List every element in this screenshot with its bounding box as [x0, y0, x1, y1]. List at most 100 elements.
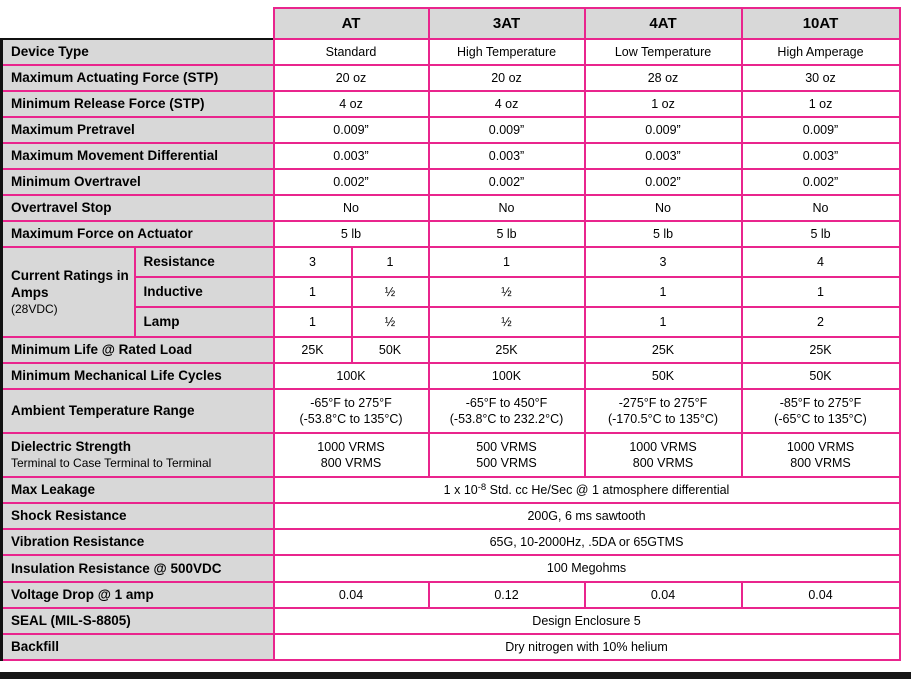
cell-value: 5 lb [427, 220, 586, 248]
cell-value: 0.002” [427, 168, 586, 196]
row-label: Device Type [0, 38, 275, 66]
table-row: Maximum Movement Differential 0.003” 0.0… [0, 142, 901, 170]
leakage-prefix: 1 x 10 [443, 482, 478, 497]
table-row: Device Type Standard High Temperature Lo… [0, 38, 901, 66]
cell-value: 1 oz [583, 90, 743, 118]
table-row: Overtravel Stop No No No No [0, 194, 901, 222]
cell-value: 1000 VRMS 800 VRMS [740, 432, 901, 478]
cell-value: 0.04 [272, 581, 430, 609]
vrms-line: 800 VRMS [320, 456, 382, 470]
cell-value: 1000 VRMS 800 VRMS [272, 432, 430, 478]
cell-value: 30 oz [740, 64, 901, 92]
vrms-line: 1000 VRMS [629, 439, 697, 454]
cell-value: High Temperature [427, 38, 586, 66]
cell-value: 0.002” [272, 168, 430, 196]
cell-value: 1 [583, 306, 743, 338]
table-row: Maximum Force on Actuator 5 lb 5 lb 5 lb… [0, 220, 901, 248]
table-row: Dielectric Strength Terminal to Case Ter… [0, 432, 901, 478]
leakage-exponent: -8 [477, 481, 487, 493]
cell-value: 50K [350, 336, 430, 364]
table-row: Minimum Release Force (STP) 4 oz 4 oz 1 … [0, 90, 901, 118]
cell-value: 25K [740, 336, 901, 364]
cell-value: 25K [272, 336, 353, 364]
cell-value: No [427, 194, 586, 222]
table-row: Maximum Actuating Force (STP) 20 oz 20 o… [0, 64, 901, 92]
cell-value: Standard [272, 38, 430, 66]
temp-c: (-53.8°C to 232.2°C) [449, 412, 564, 426]
cell-value: Dry nitrogen with 10% helium [272, 633, 901, 661]
table-row: Minimum Overtravel 0.002” 0.002” 0.002” … [0, 168, 901, 196]
sub-row-label: Inductive [133, 276, 275, 308]
row-label: Insulation Resistance @ 500VDC [0, 554, 275, 583]
table-row: Max Leakage 1 x 10-8 Std. cc He/Sec @ 1 … [0, 476, 901, 504]
cell-value: 1 [272, 276, 353, 308]
cell-value: 1 [272, 306, 353, 338]
table-row: Current Ratings in Amps (28VDC) Resistan… [0, 246, 901, 338]
table-row: Minimum Life @ Rated Load 25K 50K 25K 25… [0, 336, 901, 364]
sub-row-label: Resistance [133, 246, 275, 278]
cell-value: 4 oz [427, 90, 586, 118]
row-label: SEAL (MIL-S-8805) [0, 607, 275, 635]
temp-f: -65°F to 275°F [310, 395, 392, 410]
cell-value: 25K [427, 336, 586, 364]
cell-value: 5 lb [583, 220, 743, 248]
header-row: AT 3AT 4AT 10AT [1, 7, 901, 40]
cell-value: 0.003” [427, 142, 586, 170]
cell-value: 3 [583, 246, 743, 278]
cell-value: -85°F to 275°F (-65°C to 135°C) [740, 388, 901, 434]
dielectric-sublabel: Terminal to Case Terminal to Terminal [11, 455, 212, 470]
spec-table: AT 3AT 4AT 10AT Device Type Standard Hig… [0, 7, 901, 661]
cell-value: ½ [427, 276, 586, 308]
cell-value: 4 oz [272, 90, 430, 118]
row-label: Vibration Resistance [0, 528, 275, 556]
row-label: Ambient Temperature Range [0, 388, 275, 434]
table-row: Minimum Mechanical Life Cycles 100K 100K… [0, 362, 901, 390]
cell-value: 0.003” [740, 142, 901, 170]
dielectric-title: Dielectric Strength [11, 439, 132, 455]
cell-value: 28 oz [583, 64, 743, 92]
row-label: Minimum Mechanical Life Cycles [0, 362, 275, 390]
cell-value: 0.002” [740, 168, 901, 196]
leakage-suffix: Std. cc He/Sec @ 1 atmosphere differenti… [486, 482, 730, 497]
cell-value: 0.009” [583, 116, 743, 144]
cell-value: 50K [740, 362, 901, 390]
cell-value: 65G, 10-2000Hz, .5DA or 65GTMS [272, 528, 901, 556]
column-header-10at: 10AT [740, 7, 901, 40]
table-row: Backfill Dry nitrogen with 10% helium [0, 633, 901, 661]
cell-value: 5 lb [272, 220, 430, 248]
cell-value: 2 [740, 306, 901, 338]
cell-value: 1 oz [740, 90, 901, 118]
table-row: Lamp 1 ½ ½ 1 2 [2, 306, 901, 338]
temp-f: -65°F to 450°F [465, 395, 548, 410]
row-label: Minimum Release Force (STP) [0, 90, 275, 118]
cell-value: 20 oz [272, 64, 430, 92]
row-label: Shock Resistance [0, 502, 275, 530]
table-row: Vibration Resistance 65G, 10-2000Hz, .5D… [0, 528, 901, 556]
table-row: Maximum Pretravel 0.009” 0.009” 0.009” 0… [0, 116, 901, 144]
table-row: SEAL (MIL-S-8805) Design Enclosure 5 [0, 607, 901, 635]
cell-value: 0.04 [740, 581, 901, 609]
cell-value: 0.009” [272, 116, 430, 144]
temp-f: -85°F to 275°F [779, 395, 862, 410]
table-row: Voltage Drop @ 1 amp 0.04 0.12 0.04 0.04 [0, 581, 901, 609]
row-label: Voltage Drop @ 1 amp [0, 581, 275, 609]
cell-value: 0.009” [740, 116, 901, 144]
column-header-4at: 4AT [583, 7, 743, 40]
row-label: Max Leakage [0, 476, 275, 504]
cell-value: 1 [583, 276, 743, 308]
table-row: Inductive 1 ½ ½ 1 1 [2, 276, 901, 308]
row-label: Maximum Pretravel [0, 116, 275, 144]
current-ratings-title: Current Ratings in Amps [11, 267, 129, 301]
cell-value: 1 [740, 276, 901, 308]
row-label: Maximum Force on Actuator [0, 220, 275, 248]
column-header-at: AT [272, 7, 430, 40]
cell-value: -65°F to 450°F (-53.8°C to 232.2°C) [427, 388, 586, 434]
cell-value: 200G, 6 ms sawtooth [272, 502, 901, 530]
cell-value: 5 lb [740, 220, 901, 248]
cell-value: -65°F to 275°F (-53.8°C to 135°C) [272, 388, 430, 434]
vrms-line: 500 VRMS [476, 456, 537, 470]
page-bottom-rule [0, 672, 911, 679]
cell-value: Design Enclosure 5 [272, 607, 901, 635]
cell-value: No [740, 194, 901, 222]
